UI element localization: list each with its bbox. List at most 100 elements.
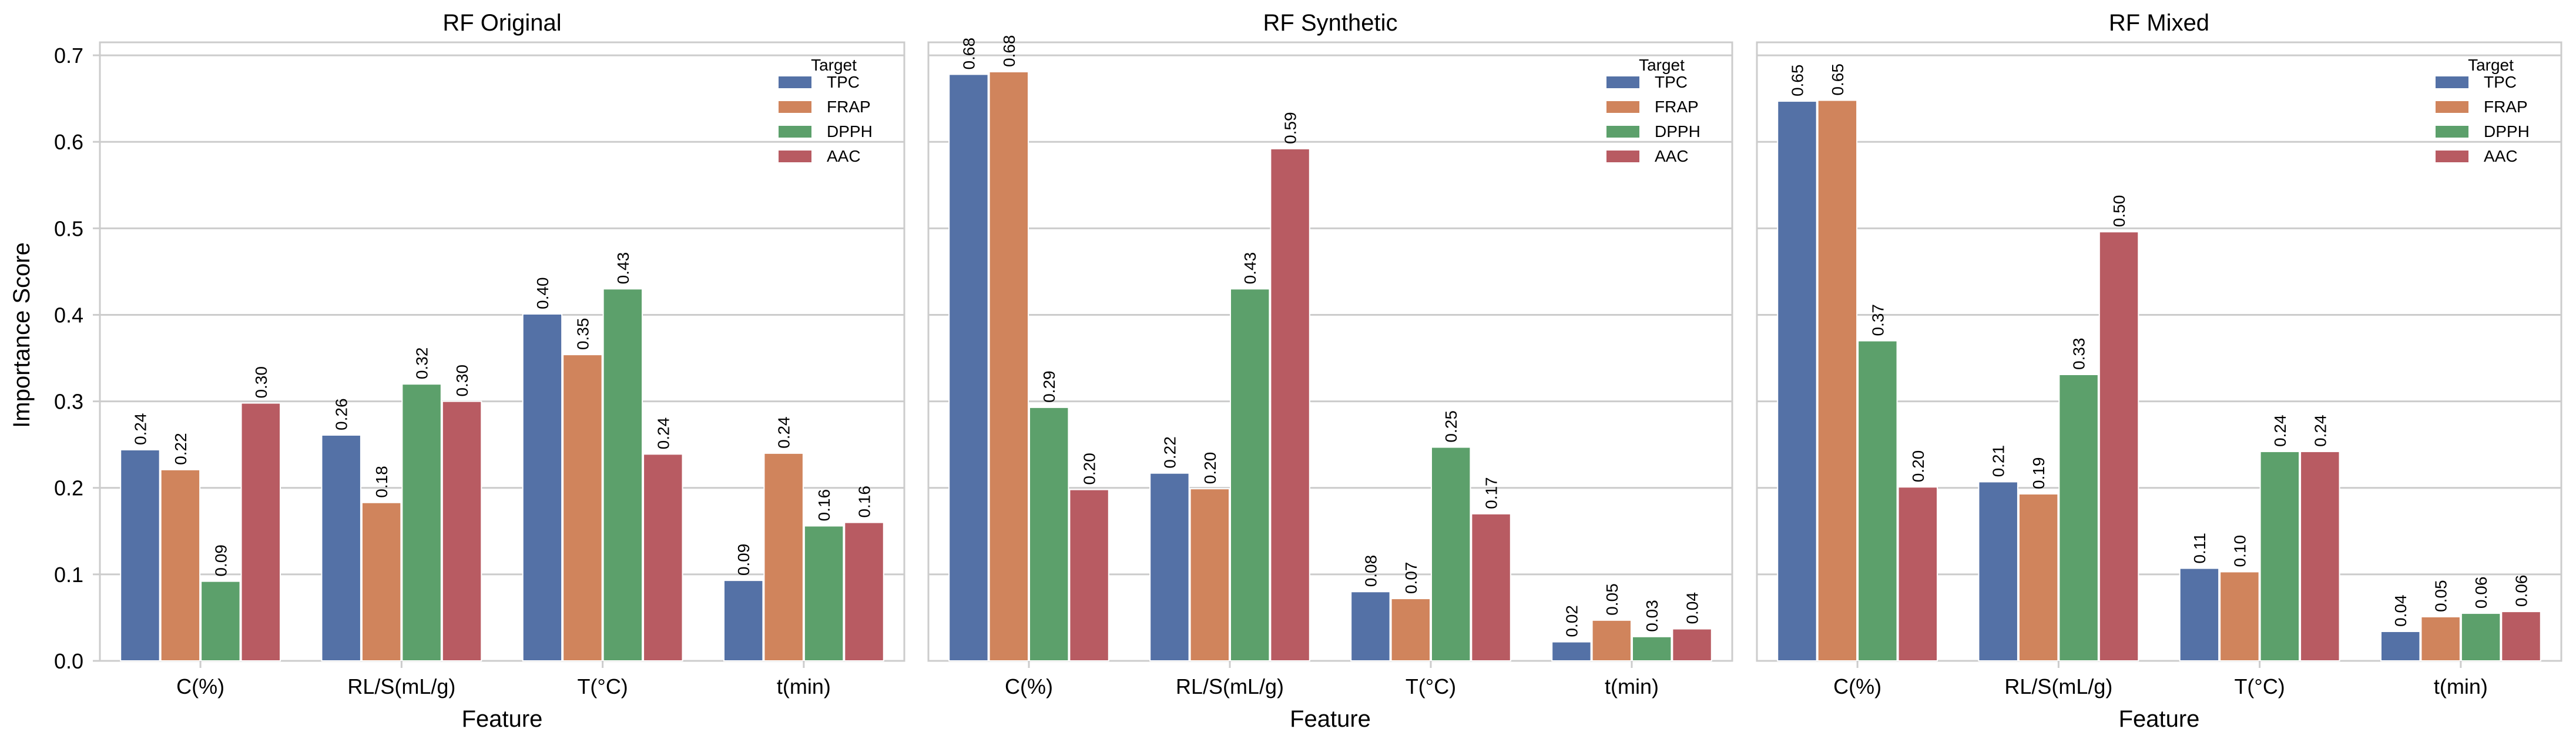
value-label: 0.65 xyxy=(1788,65,1806,97)
value-label: 0.20 xyxy=(1081,453,1099,485)
x-axis-label: Feature xyxy=(2119,706,2200,732)
y-axis-label: Importance Score xyxy=(9,242,35,428)
bar-dpph-rl-s-ml-g xyxy=(2058,373,2099,662)
axes-frame xyxy=(99,41,905,662)
value-label: 0.29 xyxy=(1040,370,1058,403)
value-label: 0.05 xyxy=(2432,580,2450,612)
value-label: 0.25 xyxy=(1442,410,1460,443)
bar-dpph-rl-s-ml-g xyxy=(1230,288,1270,661)
bar-dpph-c xyxy=(1857,340,1898,661)
bar-tpc-c xyxy=(120,449,160,661)
bar-aac-c xyxy=(1069,489,1109,662)
bar-tpc-t-c xyxy=(2179,567,2220,661)
bar-aac-c xyxy=(1897,486,1938,661)
bar-aac-rl-s-ml-g xyxy=(441,400,482,661)
legend-label: FRAP xyxy=(2484,98,2528,116)
bar-dpph-t-min xyxy=(1632,636,1672,662)
value-label: 0.32 xyxy=(413,347,431,380)
value-label: 0.10 xyxy=(2230,535,2249,567)
x-tick-label: t(min) xyxy=(777,674,831,698)
bar-dpph-t-c xyxy=(1431,446,1471,662)
value-label: 0.24 xyxy=(654,417,672,450)
value-label: 0.11 xyxy=(2191,533,2209,563)
legend-swatch-tpc xyxy=(1606,76,1639,88)
bar-frap-t-c xyxy=(1390,598,1431,661)
bar-tpc-rl-s-ml-g xyxy=(321,434,361,661)
legend-label: TPC xyxy=(1655,73,1688,91)
value-label: 0.04 xyxy=(2391,594,2410,627)
bar-aac-t-min xyxy=(2501,611,2541,662)
value-label: 0.06 xyxy=(2472,577,2490,609)
value-label: 0.04 xyxy=(1683,592,1702,624)
legend-label: TPC xyxy=(827,73,860,91)
legend-swatch-dpph xyxy=(1606,126,1639,138)
axes-frame xyxy=(1756,41,2562,662)
bar-dpph-t-c xyxy=(602,288,643,661)
x-tick-label: t(min) xyxy=(1605,674,1659,698)
legend-swatch-tpc xyxy=(2436,76,2468,88)
legend-label: AAC xyxy=(827,147,861,165)
chart-title: RF Synthetic xyxy=(1263,10,1398,36)
legend-title: Target xyxy=(811,56,857,74)
value-label: 0.08 xyxy=(1361,555,1380,587)
value-label: 0.43 xyxy=(614,252,632,285)
legend-title: Target xyxy=(2468,56,2514,74)
legend-title: Target xyxy=(1639,56,1685,74)
legend-label: DPPH xyxy=(1655,122,1700,141)
bar-dpph-t-c xyxy=(2259,450,2300,661)
bar-frap-t-c xyxy=(2219,571,2260,661)
legend-swatch-aac xyxy=(1606,151,1639,162)
bar-aac-t-min xyxy=(844,522,884,661)
bar-aac-t-c xyxy=(643,453,683,661)
y-tick-label: 0.1 xyxy=(54,563,83,587)
bar-tpc-t-c xyxy=(522,313,563,661)
bar-tpc-c xyxy=(1777,101,1817,661)
legend-swatch-aac xyxy=(2436,151,2468,162)
legend-label: AAC xyxy=(2484,147,2518,165)
value-label: 0.43 xyxy=(1241,252,1259,285)
value-label: 0.24 xyxy=(131,413,149,445)
value-label: 0.20 xyxy=(1909,450,1927,483)
value-label: 0.20 xyxy=(1201,452,1219,484)
value-label: 0.16 xyxy=(815,489,833,522)
x-tick-label: C(%) xyxy=(176,674,224,698)
bar-dpph-t-min xyxy=(2460,613,2501,661)
x-tick-label: t(min) xyxy=(2434,674,2488,698)
value-label: 0.22 xyxy=(1160,436,1179,469)
y-tick-label: 0.2 xyxy=(54,476,83,500)
bar-dpph-rl-s-ml-g xyxy=(401,383,442,661)
legend-swatch-dpph xyxy=(779,126,811,138)
y-tick-label: 0.4 xyxy=(54,303,83,327)
x-tick-label: T(°C) xyxy=(1406,674,1456,698)
value-label: 0.03 xyxy=(1643,600,1661,632)
bar-tpc-t-c xyxy=(1350,591,1391,661)
value-label: 0.24 xyxy=(775,416,793,449)
legend-label: AAC xyxy=(1655,147,1689,165)
bar-tpc-t-min xyxy=(1551,641,1592,661)
legend-swatch-dpph xyxy=(2436,126,2468,138)
legend-swatch-tpc xyxy=(779,76,811,88)
y-tick-label: 0.6 xyxy=(54,130,83,154)
x-axis-label: Feature xyxy=(462,706,543,732)
legend-label: FRAP xyxy=(1655,98,1699,116)
legend-label: TPC xyxy=(2484,73,2517,91)
x-tick-label: T(°C) xyxy=(577,674,628,698)
panel-rf-synthetic: 0.68 0.68 0.29 0.20 C(%) 0.22 0.20 0.43 0.59 RL/S… xyxy=(927,10,1733,732)
x-axis-label: Feature xyxy=(1290,706,1371,732)
bar-dpph-c xyxy=(200,580,241,661)
value-label: 0.07 xyxy=(1402,562,1420,594)
bar-tpc-t-min xyxy=(2380,630,2421,662)
value-label: 0.22 xyxy=(172,433,190,465)
value-label: 0.59 xyxy=(1282,112,1300,144)
value-label: 0.33 xyxy=(2070,337,2088,370)
value-label: 0.37 xyxy=(1869,304,1887,336)
panel-rf-mixed: 0.65 0.65 0.37 0.20 C(%) 0.21 0.19 0.33 0.50 RL/S… xyxy=(1756,10,2562,732)
panel-rf-original: 0.0 0.1 0.2 0.3 0.4 0.5 0.6 0.7 0.24 0.22 0.09 0.30… xyxy=(54,10,905,732)
x-tick-label: RL/S(mL/g) xyxy=(2004,674,2112,698)
value-label: 0.06 xyxy=(2513,575,2531,607)
y-tick-label: 0.7 xyxy=(54,44,83,68)
value-label: 0.26 xyxy=(333,398,351,430)
bar-tpc-t-min xyxy=(723,580,764,662)
bar-dpph-c xyxy=(1029,406,1069,661)
